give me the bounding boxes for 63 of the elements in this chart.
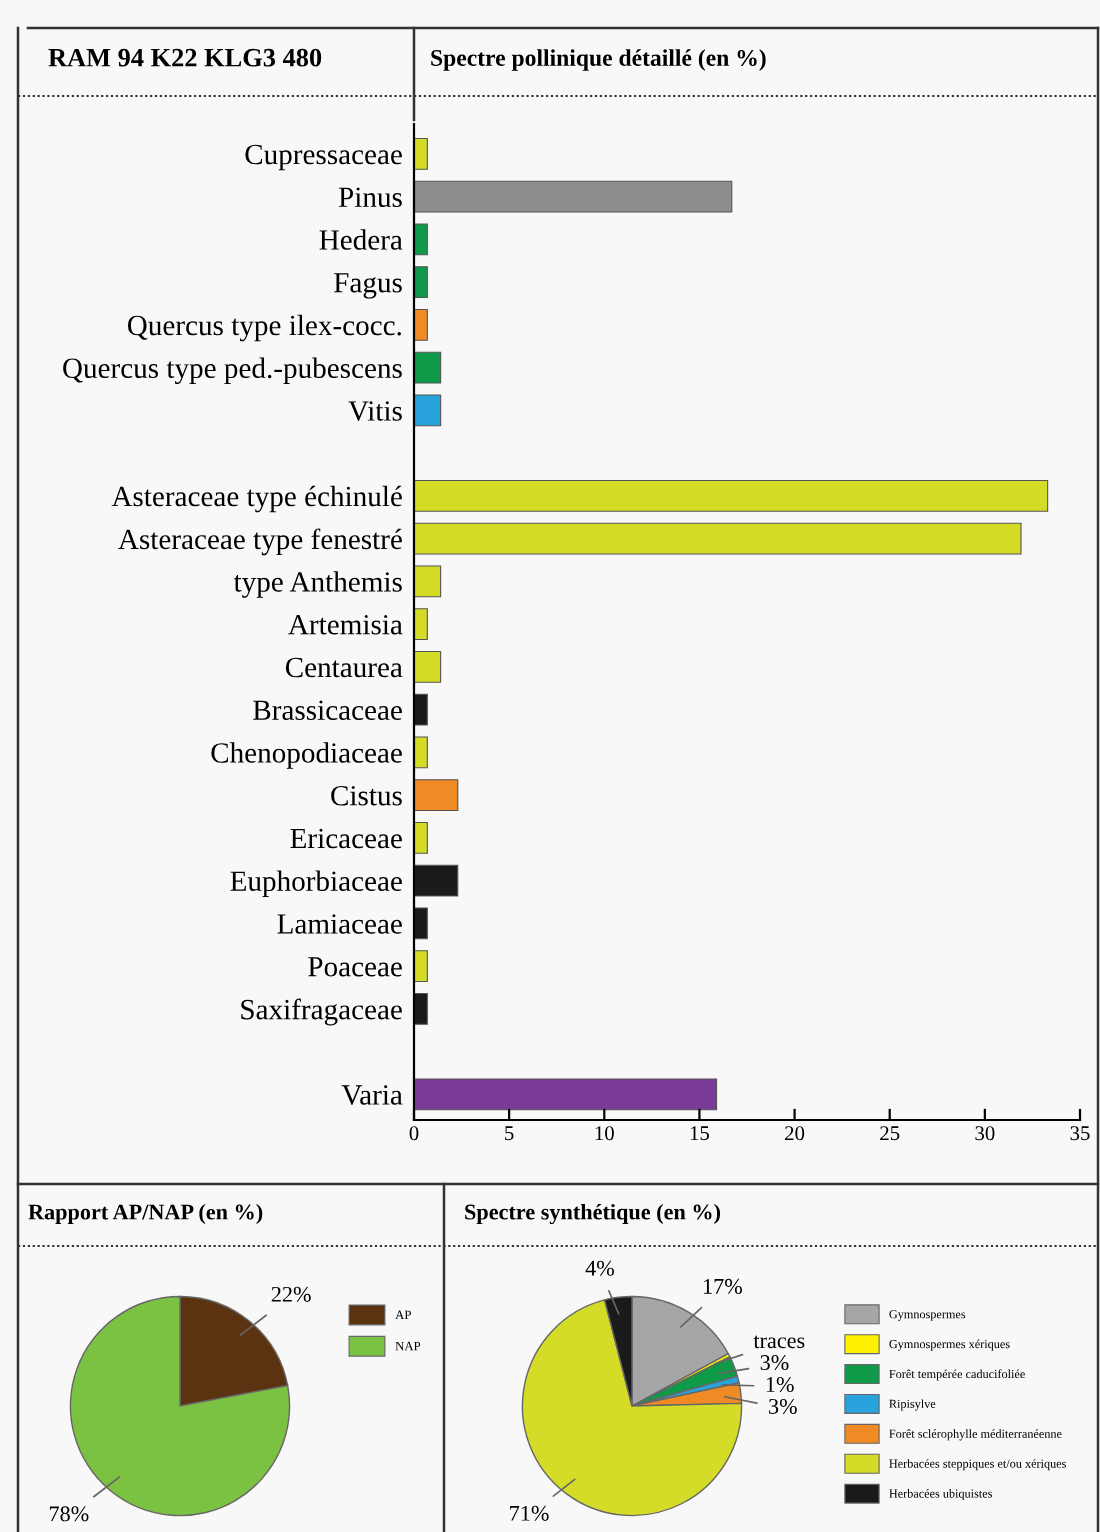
data-label: 71% (510, 1505, 549, 1521)
x-tick-label: 25 (880, 1126, 900, 1141)
y-tick-label: Poaceae (308, 957, 402, 977)
bar (414, 1078, 718, 1111)
bar (414, 779, 459, 812)
x-tick-label: 35 (1070, 1126, 1090, 1141)
y-tick-label: Varia (341, 1085, 403, 1105)
x-tick-label: 5 (505, 1126, 514, 1141)
y-tick-label: Euphorbiaceae (230, 870, 402, 897)
text: RAM 94 K22 KLG3 480 (48, 48, 322, 67)
bar (414, 479, 1049, 512)
y-tick-label: Centaurea (285, 657, 403, 678)
bar (414, 180, 733, 213)
bar (414, 864, 459, 897)
y-tick-label: Cupressaceae (245, 144, 402, 171)
data-label: traces (753, 1335, 805, 1349)
bar (414, 650, 442, 683)
chart-title: Spectre pollinique détaillé (en %) (431, 49, 766, 71)
bar (414, 821, 428, 854)
bar (414, 266, 428, 299)
x-tick-label: 10 (595, 1126, 614, 1141)
y-tick-label: Brassicaceae (253, 700, 402, 721)
data-label: 17% (703, 1278, 743, 1294)
data-label: 3% (760, 1355, 789, 1371)
data-label: 4% (585, 1260, 614, 1276)
y-tick-label: Quercus type ped.-pubescens (63, 357, 402, 385)
y-tick-label: Fagus (334, 273, 402, 299)
bar (414, 394, 442, 427)
bar (414, 907, 428, 940)
y-tick-label: Artemisia (288, 614, 403, 635)
y-tick-label: Lamiaceae (277, 914, 402, 934)
bar (414, 565, 442, 598)
y-tick-label: Chenopodiaceae (211, 742, 402, 769)
data-label: 22% (271, 1286, 311, 1302)
bar (414, 351, 442, 384)
bar (414, 522, 1022, 555)
bar (414, 137, 428, 170)
bar (414, 308, 428, 341)
bar (414, 223, 428, 256)
x-tick-label: 0 (409, 1126, 419, 1141)
y-tick-label: Vitis (348, 401, 402, 421)
bar (414, 736, 428, 769)
chart-title: Spectre synthétique (en %) (465, 1203, 721, 1225)
y-tick-label: Cistus (331, 785, 402, 806)
y-tick-label: type Anthemis (233, 571, 402, 598)
data-label: 3% (769, 1398, 797, 1414)
y-tick-label: Saxifragaceae (241, 998, 402, 1026)
bar (414, 693, 428, 726)
y-tick-label: Pinus (338, 187, 402, 208)
x-tick-label: 20 (785, 1126, 805, 1141)
y-tick-label: Asteraceae type échinulé (111, 485, 402, 513)
data-label: 78% (49, 1506, 89, 1522)
data-label: 1% (766, 1376, 794, 1393)
y-tick-label: Ericaceae (290, 828, 402, 849)
chart-title: Rapport AP/NAP (en %) (28, 1203, 263, 1225)
x-tick-label: 15 (690, 1126, 710, 1141)
y-tick-label: Hedera (319, 229, 403, 250)
y-tick-label: Asteraceae type fenestré (118, 528, 402, 556)
x-tick-label: 30 (975, 1126, 995, 1141)
y-tick-label: Quercus type ilex-cocc. (127, 314, 401, 342)
bar (414, 608, 428, 641)
bar (414, 950, 428, 983)
bar (414, 992, 428, 1025)
